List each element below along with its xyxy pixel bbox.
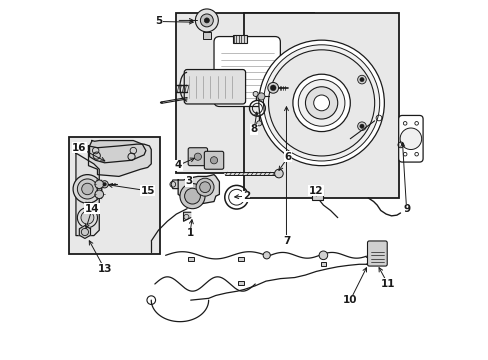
Text: 2: 2 [242,191,249,201]
Circle shape [194,153,201,160]
Circle shape [253,91,258,96]
Circle shape [81,211,94,224]
Text: 8: 8 [250,124,257,134]
Bar [187,257,193,261]
FancyBboxPatch shape [184,69,245,104]
Circle shape [319,251,327,260]
Circle shape [95,190,103,199]
Bar [320,262,325,266]
Polygon shape [89,140,145,163]
Circle shape [102,183,106,186]
FancyBboxPatch shape [214,37,280,107]
Polygon shape [76,153,99,235]
Circle shape [359,124,364,129]
Circle shape [199,182,210,193]
Circle shape [313,95,329,111]
FancyBboxPatch shape [215,39,278,105]
Text: 6: 6 [284,152,291,162]
FancyBboxPatch shape [367,241,386,266]
Circle shape [357,122,366,131]
Circle shape [195,9,218,32]
Circle shape [77,208,97,228]
Circle shape [196,178,214,196]
Circle shape [257,93,264,100]
Circle shape [305,87,337,119]
Text: 9: 9 [402,204,409,215]
Polygon shape [160,102,162,103]
Circle shape [359,77,364,82]
Text: 12: 12 [308,186,323,196]
Bar [238,281,244,285]
Circle shape [184,188,200,204]
Circle shape [263,45,379,161]
Text: 10: 10 [343,295,357,305]
Circle shape [95,180,103,189]
Circle shape [210,157,217,164]
Circle shape [357,75,366,84]
Text: 14: 14 [84,204,99,214]
Text: 5: 5 [155,17,162,27]
Bar [244,13,398,198]
Circle shape [73,175,102,203]
Text: 11: 11 [380,279,394,289]
Text: 5: 5 [155,17,162,27]
Bar [311,189,323,200]
Bar [176,13,314,173]
Text: 15: 15 [140,186,155,196]
Circle shape [200,14,213,27]
Text: 1: 1 [186,228,193,238]
Circle shape [263,252,270,259]
Circle shape [399,128,421,149]
Text: 4: 4 [175,160,182,170]
Polygon shape [79,226,90,238]
FancyBboxPatch shape [188,148,207,166]
FancyBboxPatch shape [398,116,422,162]
Circle shape [292,74,349,132]
FancyBboxPatch shape [204,151,223,169]
Circle shape [101,181,108,188]
Bar [233,35,247,42]
Circle shape [81,183,93,195]
Circle shape [268,50,374,156]
Bar [202,32,211,39]
Polygon shape [183,212,190,221]
Circle shape [274,169,283,178]
Circle shape [270,85,276,91]
Polygon shape [171,180,178,189]
Polygon shape [88,144,151,176]
Circle shape [298,80,344,126]
Polygon shape [178,175,219,204]
Bar [238,257,244,261]
Circle shape [256,121,261,126]
Circle shape [258,40,384,166]
Bar [69,137,160,253]
Text: 16: 16 [72,143,86,153]
Text: 3: 3 [185,176,192,186]
Circle shape [204,18,209,23]
Text: 7: 7 [282,236,289,246]
Text: 13: 13 [97,264,112,274]
Circle shape [180,184,204,209]
Circle shape [267,82,278,93]
Circle shape [77,179,97,199]
